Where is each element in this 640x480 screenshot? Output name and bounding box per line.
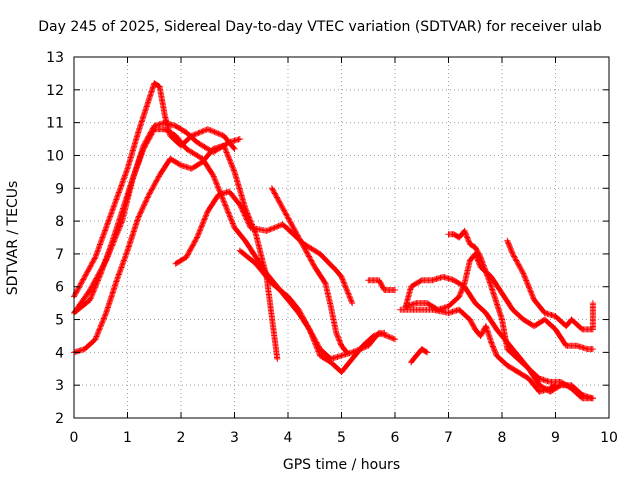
y-tick-label: 8	[55, 214, 64, 230]
series-markers	[504, 237, 596, 333]
y-tick-label: 5	[55, 313, 64, 329]
series-track-10	[402, 250, 596, 353]
y-tick-label: 2	[55, 411, 64, 427]
series-track-5	[172, 188, 356, 307]
x-tick-label: 2	[177, 430, 186, 446]
series-markers	[172, 188, 356, 307]
y-tick-label: 6	[55, 280, 64, 296]
x-tick-label: 7	[444, 430, 453, 446]
x-tick-label: 1	[123, 430, 132, 446]
data-series	[71, 80, 596, 402]
y-tick-label: 12	[46, 83, 64, 99]
series-markers	[445, 227, 596, 402]
series-track-8	[365, 277, 398, 293]
series-markers	[365, 277, 398, 293]
x-tick-label: 0	[70, 430, 79, 446]
x-tick-label: 5	[337, 430, 346, 446]
y-axis-label: SDTVAR / TECUs	[5, 180, 21, 296]
x-tick-label: 8	[498, 430, 507, 446]
y-tick-label: 7	[55, 247, 64, 263]
grid-lines	[74, 57, 609, 418]
series-track-6	[268, 185, 350, 356]
x-tick-label: 3	[230, 430, 239, 446]
series-markers	[402, 250, 596, 353]
series-markers	[397, 306, 559, 395]
x-tick-label: 10	[600, 430, 618, 446]
x-tick-label: 4	[284, 430, 293, 446]
y-tick-label: 10	[46, 148, 64, 164]
series-track-13	[445, 227, 596, 402]
series-markers	[268, 185, 350, 356]
y-tick-label: 9	[55, 181, 64, 197]
x-axis-label: GPS time / hours	[282, 457, 401, 473]
series-track-7	[236, 247, 388, 376]
y-tick-label: 4	[55, 345, 64, 361]
chart-title: Day 245 of 2025, Sidereal Day-to-day VTE…	[38, 19, 602, 35]
x-tick-label: 6	[391, 430, 400, 446]
series-markers	[408, 346, 431, 366]
y-tick-label: 3	[55, 378, 64, 394]
series-markers	[236, 247, 388, 376]
series-markers	[71, 142, 281, 362]
y-tick-label: 13	[46, 50, 64, 66]
series-track-3	[71, 142, 281, 362]
series-track-11	[408, 346, 431, 366]
series-track-14	[504, 237, 596, 333]
y-tick-label: 11	[46, 116, 64, 132]
series-track-12	[397, 306, 559, 395]
x-tick-label: 9	[551, 430, 560, 446]
